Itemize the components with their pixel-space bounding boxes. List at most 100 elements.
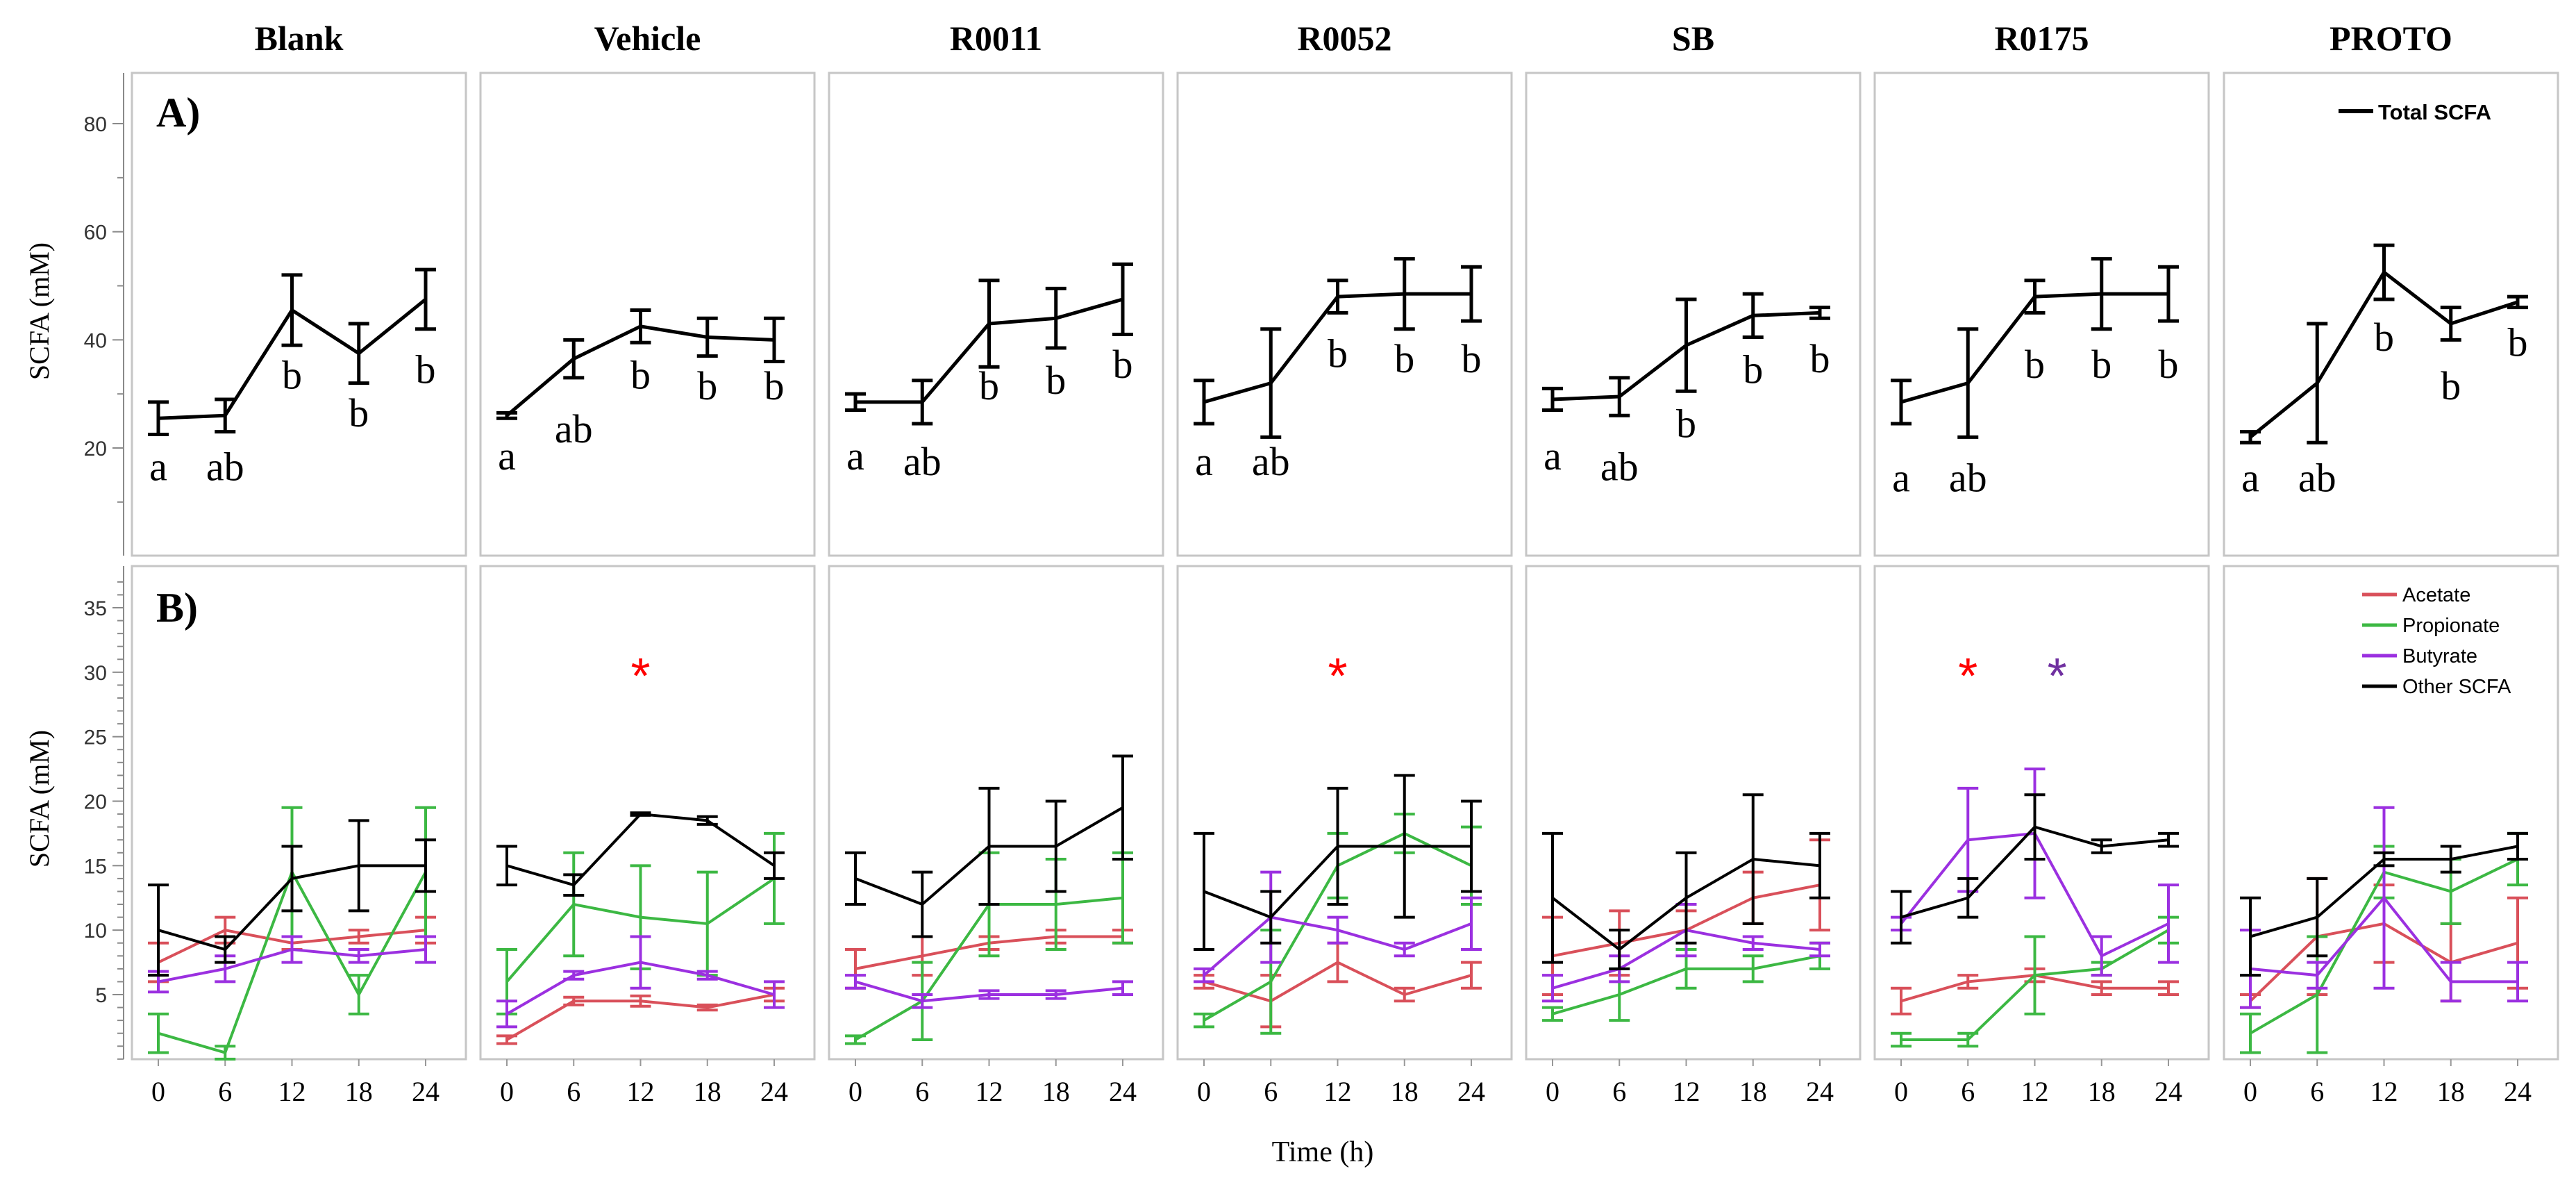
significance-letter-proto-12: b xyxy=(2374,315,2394,360)
x-tick-label-r0175-18: 18 xyxy=(2088,1076,2116,1107)
x-tick-label-r0175-0: 0 xyxy=(1894,1076,1908,1107)
legend-other-scfa-label: Other SCFA xyxy=(2402,676,2511,698)
x-tick-label-blank-0: 0 xyxy=(151,1076,165,1107)
significance-letter-sb-0: a xyxy=(1544,433,1562,479)
panel-a-frame-vehicle xyxy=(479,72,816,557)
significance-letter-r0011-6: ab xyxy=(903,439,942,484)
x-tick-label-vehicle-6: 6 xyxy=(567,1076,580,1107)
significance-letter-sb-6: ab xyxy=(1600,445,1639,490)
panel-b-frame-r0175 xyxy=(1873,565,2210,1061)
significance-letter-r0175-24: b xyxy=(2159,342,2179,387)
legend-propionate-label: Propionate xyxy=(2402,615,2500,637)
panel-a-frame-sb xyxy=(1525,72,1862,557)
significance-letter-r0011-12: b xyxy=(979,363,999,408)
panel-a-ytick-label-80: 80 xyxy=(84,113,107,136)
significance-star-vehicle-red: * xyxy=(630,649,650,704)
legend-acetate-label: Acetate xyxy=(2402,584,2470,606)
x-tick-label-proto-0: 0 xyxy=(2243,1076,2257,1107)
significance-letter-r0175-12: b xyxy=(2025,342,2045,387)
panel-a-ytick-label-40: 40 xyxy=(84,329,107,352)
panel-b-y-axis: 5 10 15 20 25 30 35 xyxy=(84,566,124,1060)
x-tick-label-r0175-24: 24 xyxy=(2155,1076,2182,1107)
treatment-titles: Blank Vehicle R0011 R0052 SB R0175 PROTO xyxy=(255,19,2452,58)
panel-b-frame-blank xyxy=(131,565,467,1061)
significance-letter-blank-12: b xyxy=(282,352,302,397)
x-tick-label-sb-24: 24 xyxy=(1806,1076,1834,1107)
significance-letter-sb-18: b xyxy=(1743,347,1763,392)
x-tick-label-r0011-12: 12 xyxy=(976,1076,1003,1107)
significance-letter-sb-12: b xyxy=(1676,401,1696,446)
x-tick-label-vehicle-18: 18 xyxy=(694,1076,721,1107)
x-tick-label-blank-12: 12 xyxy=(278,1076,306,1107)
panel-a-ytick-label-60: 60 xyxy=(84,222,107,244)
panel-b-frame-sb xyxy=(1525,565,1862,1061)
significance-letter-r0011-0: a xyxy=(846,433,864,479)
x-tick-label-vehicle-0: 0 xyxy=(500,1076,514,1107)
x-tick-label-sb-12: 12 xyxy=(1673,1076,1700,1107)
treatment-title-r0175: R0175 xyxy=(1994,19,2089,58)
x-tick-label-vehicle-12: 12 xyxy=(627,1076,655,1107)
significance-letter-proto-18: b xyxy=(2441,363,2461,408)
panel-b-ytick-label-35: 35 xyxy=(84,597,107,620)
significance-letter-r0052-12: b xyxy=(1328,331,1348,376)
panel-b-ytick-label-25: 25 xyxy=(84,727,107,749)
panel-a-frame-r0175 xyxy=(1873,72,2210,557)
x-tick-label-r0052-24: 24 xyxy=(1457,1076,1485,1107)
significance-letter-r0011-18: b xyxy=(1046,358,1066,403)
legend-total-scfa-label: Total SCFA xyxy=(2378,100,2491,124)
x-tick-label-r0175-12: 12 xyxy=(2021,1076,2049,1107)
significance-letter-blank-24: b xyxy=(416,347,436,392)
significance-letter-vehicle-0: a xyxy=(498,433,516,479)
significance-letter-r0175-18: b xyxy=(2091,342,2111,387)
significance-letter-vehicle-18: b xyxy=(697,363,717,408)
x-tick-label-blank-6: 6 xyxy=(218,1076,232,1107)
x-tick-label-blank-24: 24 xyxy=(412,1076,440,1107)
x-tick-label-blank-18: 18 xyxy=(345,1076,373,1107)
x-tick-label-r0052-0: 0 xyxy=(1197,1076,1211,1107)
significance-letter-sb-24: b xyxy=(1810,336,1830,381)
significance-letter-proto-6: ab xyxy=(2298,455,2336,500)
significance-star-r0175-red: * xyxy=(1958,649,1977,704)
treatment-title-vehicle: Vehicle xyxy=(594,19,701,58)
significance-letter-proto-0: a xyxy=(2241,455,2259,500)
x-tick-label-proto-18: 18 xyxy=(2437,1076,2465,1107)
significance-letter-blank-6: ab xyxy=(206,445,244,490)
panel-a-label: A) xyxy=(156,90,200,135)
significance-letter-vehicle-12: b xyxy=(630,352,651,397)
panel-a-frame-blank xyxy=(131,72,467,557)
panel-b-ytick-label-30: 30 xyxy=(84,662,107,685)
panel-a-frame-r0011 xyxy=(828,72,1164,557)
significance-letter-r0052-0: a xyxy=(1195,439,1213,484)
significance-letter-blank-18: b xyxy=(349,390,369,435)
significance-letter-vehicle-24: b xyxy=(764,363,785,408)
panel-b-legend: Acetate Propionate Butyrate Other SCFA xyxy=(2362,584,2511,698)
panel-a-ytick-label-20: 20 xyxy=(84,438,107,460)
panel-a-ylabel: SCFA (mM) xyxy=(24,242,55,380)
panel-b-ytick-label-15: 15 xyxy=(84,855,107,878)
x-tick-label-r0052-12: 12 xyxy=(1324,1076,1352,1107)
panel-b-frame-proto xyxy=(2223,565,2559,1061)
significance-letter-r0052-6: ab xyxy=(1252,439,1290,484)
x-tick-label-r0011-0: 0 xyxy=(848,1076,862,1107)
panel-a-frame-r0052 xyxy=(1176,72,1513,557)
panel-b-label: B) xyxy=(156,585,198,631)
x-tick-label-sb-0: 0 xyxy=(1546,1076,1559,1107)
x-axis-label: Time (h) xyxy=(1272,1136,1374,1168)
significance-letter-r0175-6: ab xyxy=(1949,455,1987,500)
panel-b-ytick-label-5: 5 xyxy=(95,984,107,1007)
panel-b-frame-r0011 xyxy=(828,565,1164,1061)
x-tick-label-r0052-6: 6 xyxy=(1264,1076,1278,1107)
panel-b-ytick-label-20: 20 xyxy=(84,791,107,814)
x-tick-label-proto-6: 6 xyxy=(2310,1076,2324,1107)
x-tick-label-r0011-18: 18 xyxy=(1042,1076,1070,1107)
significance-letter-r0052-24: b xyxy=(1462,336,1482,381)
significance-letter-vehicle-6: ab xyxy=(555,406,593,451)
legend-butyrate-label: Butyrate xyxy=(2402,645,2477,667)
panel-b-ytick-label-10: 10 xyxy=(84,920,107,943)
x-tick-label-sb-18: 18 xyxy=(1739,1076,1767,1107)
x-tick-label-proto-24: 24 xyxy=(2504,1076,2532,1107)
treatment-title-r0011: R0011 xyxy=(950,19,1042,58)
significance-letter-blank-0: a xyxy=(149,445,167,490)
